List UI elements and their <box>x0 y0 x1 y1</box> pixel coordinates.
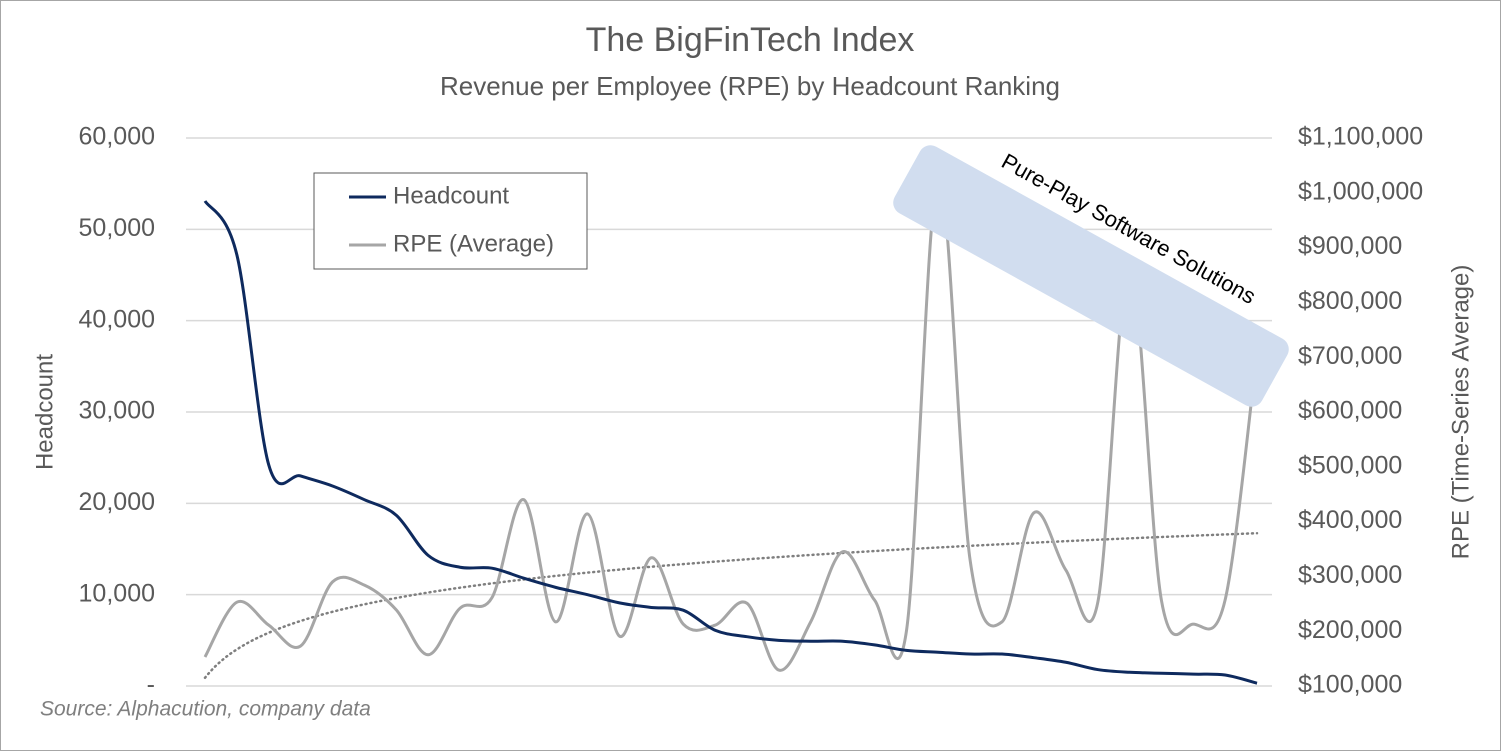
y2-tick-label: $200,000 <box>1298 616 1402 644</box>
y2-tick-label: $500,000 <box>1298 451 1402 479</box>
legend-label: Headcount <box>393 182 509 209</box>
y2-tick-label: $600,000 <box>1298 397 1402 425</box>
legend-label: RPE (Average) <box>393 230 554 257</box>
y2-tick-label: $300,000 <box>1298 561 1402 589</box>
legend: Headcount RPE (Average) <box>313 172 588 270</box>
y2-axis-title: RPE (Time-Series Average) <box>1447 265 1474 560</box>
y2-tick-label: $1,000,000 <box>1298 177 1423 205</box>
annotation-band <box>893 145 1289 407</box>
series-line <box>203 176 1259 672</box>
y-tick-label: 60,000 <box>79 123 155 151</box>
y-tick-label: 50,000 <box>79 214 155 242</box>
y-tick-label: 30,000 <box>79 397 155 425</box>
y-tick-label: - <box>147 671 155 699</box>
y-tick-label: 10,000 <box>79 579 155 607</box>
y2-tick-label: $1,100,000 <box>1298 123 1423 151</box>
y2-tick-label: $700,000 <box>1298 342 1402 370</box>
y-tick-label: 40,000 <box>79 305 155 333</box>
y2-tick-label: $100,000 <box>1298 671 1402 699</box>
y2-tick-label: $900,000 <box>1298 232 1402 260</box>
y-axis-title: Headcount <box>31 354 58 470</box>
source-note: Source: Alphacution, company data <box>40 698 371 721</box>
y-tick-label: 20,000 <box>79 488 155 516</box>
chart-subtitle: Revenue per Employee (RPE) by Headcount … <box>440 71 1060 101</box>
y2-tick-label: $800,000 <box>1298 287 1402 315</box>
series-line <box>203 200 1258 685</box>
chart-title: The BigFinTech Index <box>586 21 915 59</box>
y2-tick-label: $400,000 <box>1298 506 1402 534</box>
trendline <box>203 531 1259 680</box>
legend-box <box>313 172 588 270</box>
